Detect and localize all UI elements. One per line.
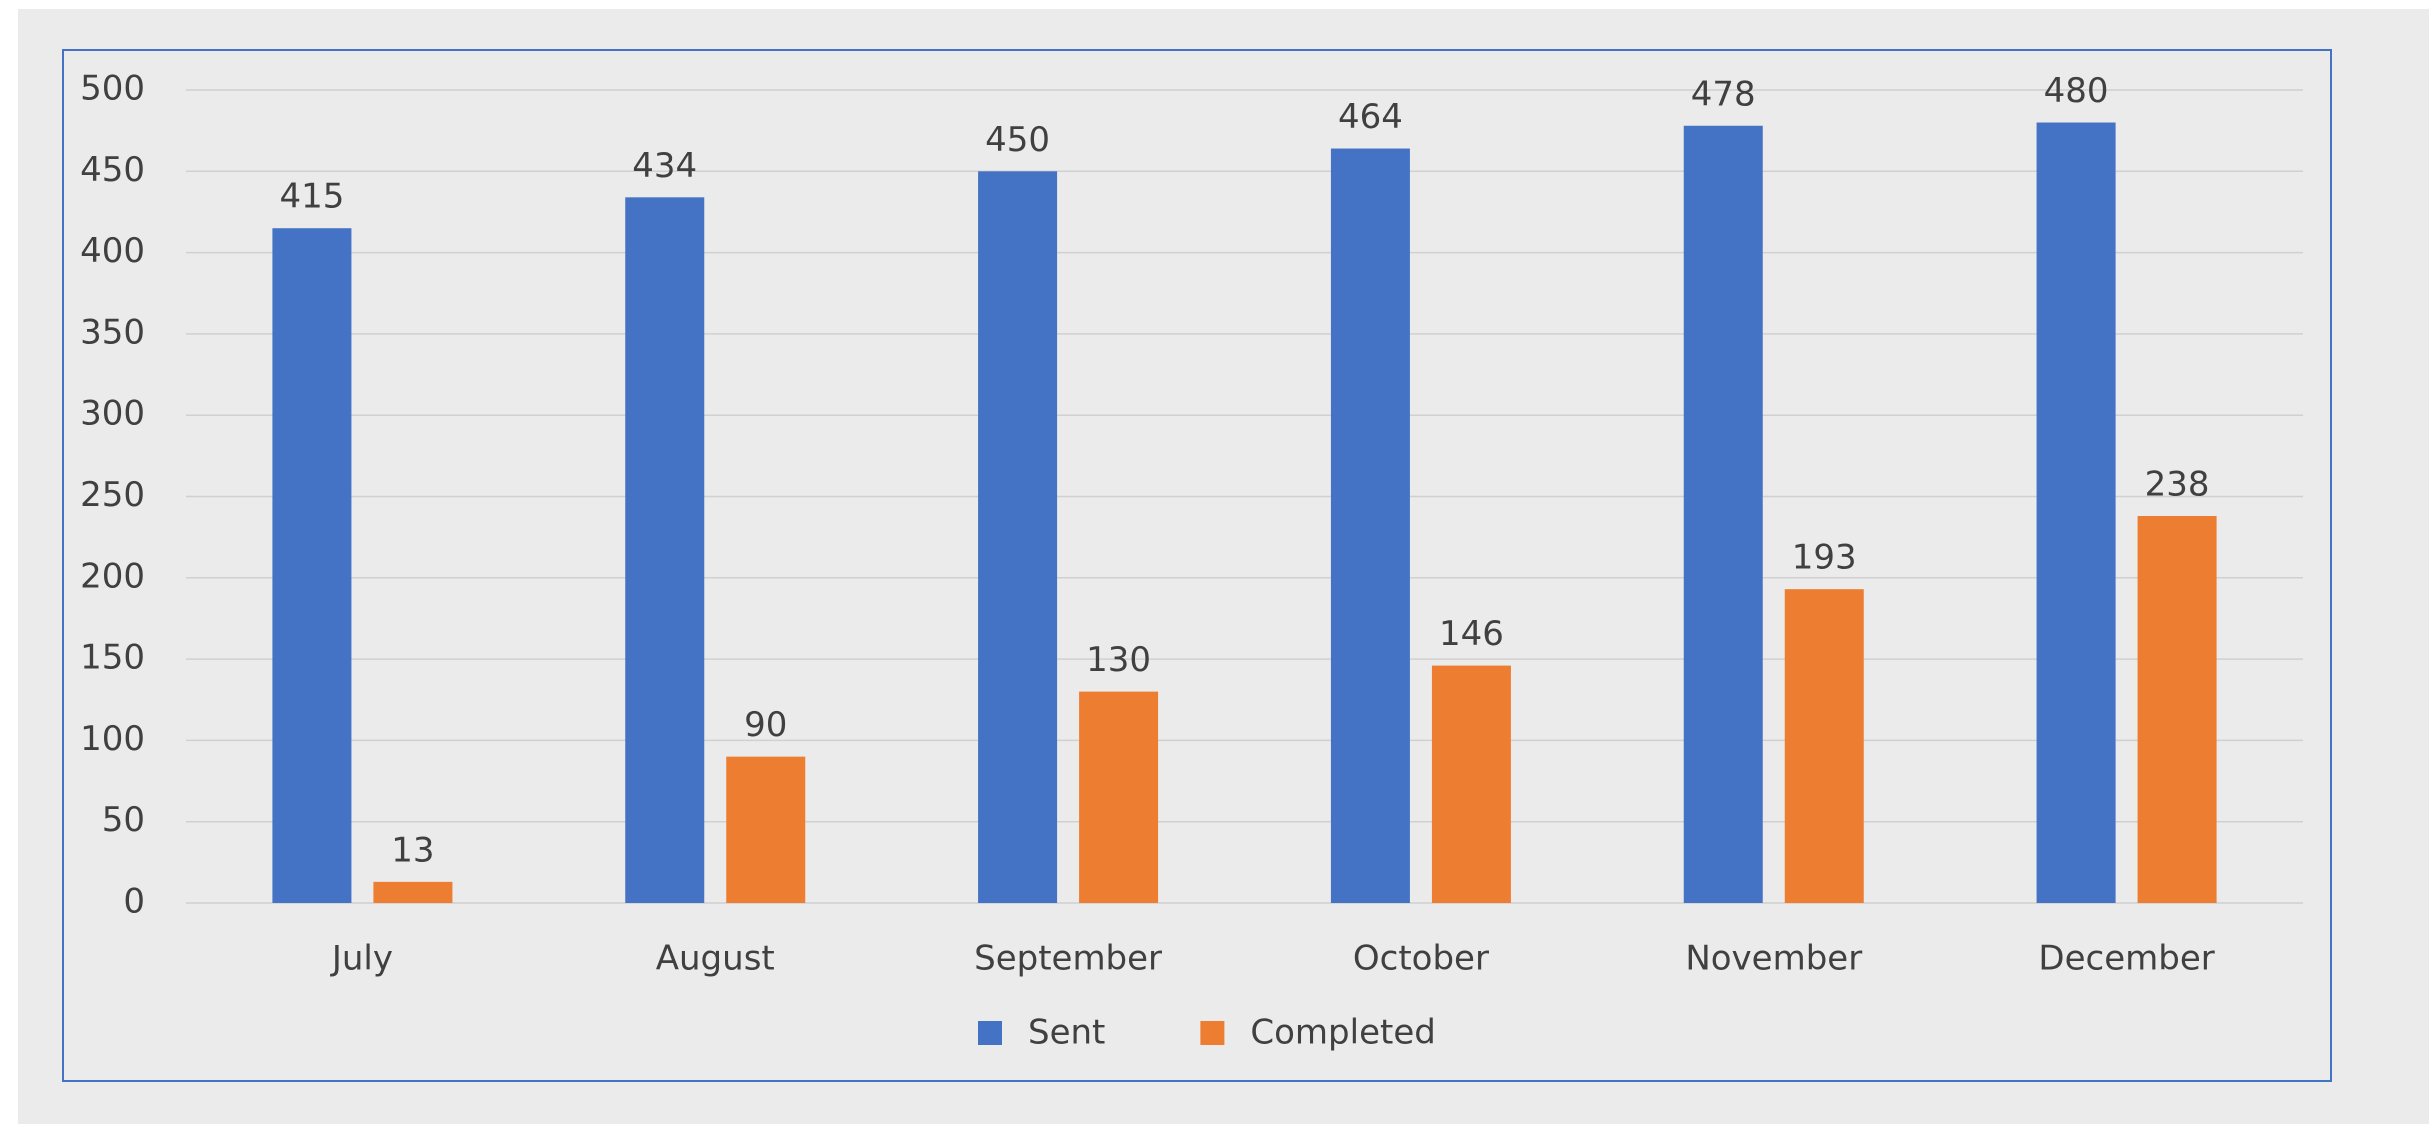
legend-swatch: [978, 1021, 1002, 1045]
x-tick-label: August: [656, 939, 775, 979]
data-label: 415: [279, 177, 344, 217]
bar: [1079, 691, 1159, 903]
data-label: 434: [632, 146, 697, 186]
data-label: 480: [2044, 71, 2109, 111]
x-tick-label: November: [1685, 939, 1862, 979]
x-tick-label: July: [330, 939, 393, 979]
data-label: 450: [985, 120, 1050, 160]
bar: [2137, 516, 2217, 903]
bar: [1683, 125, 1763, 904]
y-tick-label: 300: [80, 394, 145, 434]
data-label: 146: [1439, 614, 1504, 654]
bar: [2036, 122, 2116, 903]
chart-frame: [62, 49, 2332, 1082]
bar: [1784, 589, 1864, 903]
bar: [1431, 665, 1511, 903]
x-tick-label: September: [974, 939, 1162, 979]
bar: [726, 756, 806, 903]
bar: [373, 881, 453, 903]
bar: [272, 228, 352, 903]
legend-swatch: [1200, 1021, 1225, 1045]
x-tick-label: October: [1353, 939, 1489, 979]
y-tick-label: 0: [123, 882, 145, 922]
bar: [978, 171, 1058, 904]
y-tick-label: 400: [80, 231, 145, 271]
bar: [1330, 148, 1410, 903]
y-tick-label: 450: [80, 150, 145, 190]
background: [18, 9, 2429, 1124]
y-tick-label: 350: [80, 312, 145, 352]
data-label: 478: [1691, 74, 1756, 114]
y-tick-label: 100: [80, 719, 145, 759]
data-label: 130: [1086, 640, 1151, 680]
bar: [625, 197, 705, 904]
legend-label: Completed: [1250, 1013, 1435, 1053]
data-label: 464: [1338, 97, 1403, 137]
data-label: 193: [1792, 538, 1857, 578]
data-label: 238: [2145, 465, 2210, 505]
data-label: 13: [391, 830, 434, 870]
y-tick-label: 50: [102, 800, 145, 840]
data-label: 90: [744, 705, 787, 745]
y-tick-label: 150: [80, 638, 145, 678]
y-tick-label: 250: [80, 475, 145, 515]
y-tick-label: 500: [80, 69, 145, 109]
legend-label: Sent: [1028, 1013, 1105, 1053]
y-tick-label: 200: [80, 556, 145, 596]
x-tick-label: December: [2038, 939, 2214, 979]
